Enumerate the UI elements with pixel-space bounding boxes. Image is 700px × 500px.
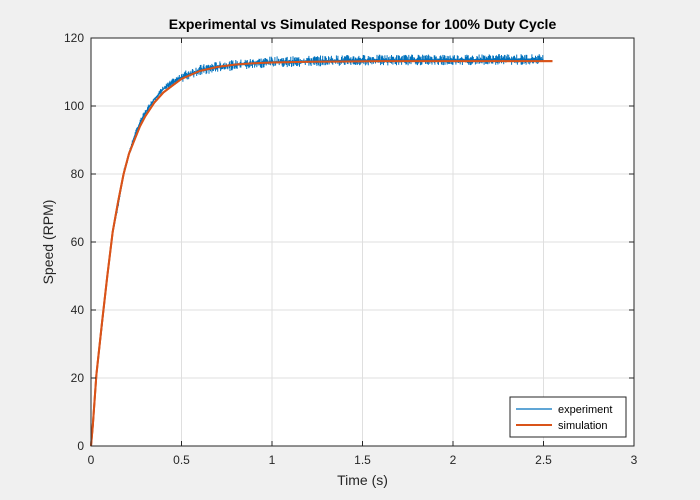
x-tick-label: 3 <box>631 453 638 467</box>
y-axis-label: Speed (RPM) <box>40 200 56 285</box>
x-tick-label: 1 <box>269 453 276 467</box>
x-axis-label: Time (s) <box>337 472 388 488</box>
y-tick-label: 60 <box>71 235 85 249</box>
series-layer <box>90 54 553 447</box>
legend-label-simulation: simulation <box>558 420 608 432</box>
legend: experiment simulation <box>509 396 627 438</box>
y-tick-label: 100 <box>64 99 84 113</box>
x-tick-label: 0.5 <box>173 453 190 467</box>
y-tick-label: 120 <box>64 31 84 45</box>
y-tick-label: 20 <box>71 371 85 385</box>
series-line-simulation-overlay <box>90 60 553 447</box>
ticks: 0 0.5 1 1.5 2 2.5 3 0 20 40 60 80 100 120 <box>64 31 638 467</box>
x-tick-label: 1.5 <box>354 453 371 467</box>
chart-title: Experimental vs Simulated Response for 1… <box>169 16 557 32</box>
y-tick-label: 0 <box>77 439 84 453</box>
y-tick-label: 80 <box>71 167 85 181</box>
legend-label-experiment: experiment <box>558 404 612 416</box>
x-tick-label: 0 <box>88 453 95 467</box>
x-tick-label: 2.5 <box>535 453 552 467</box>
legend-box <box>509 396 627 438</box>
x-tick-label: 2 <box>450 453 457 467</box>
y-tick-label: 40 <box>71 303 85 317</box>
